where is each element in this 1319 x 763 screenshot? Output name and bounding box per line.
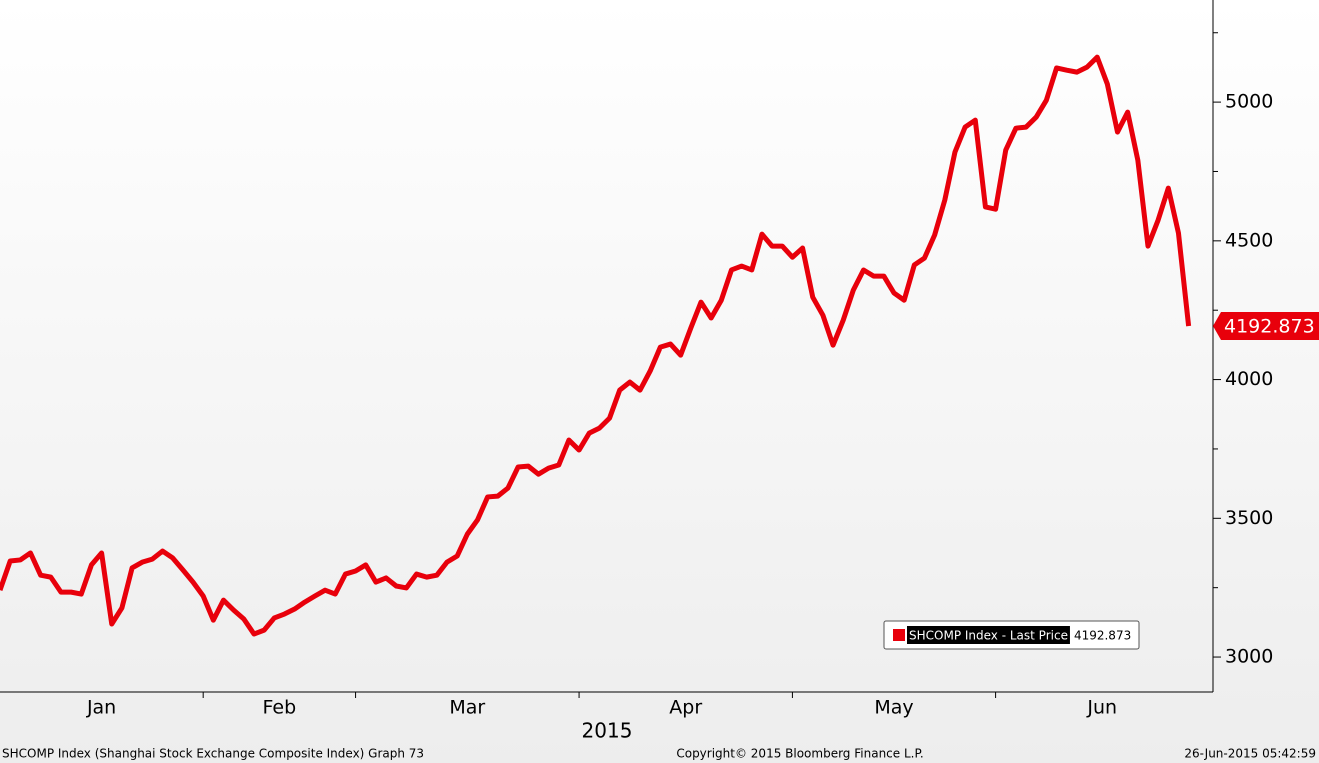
y-tick-label: 3000 [1225, 646, 1273, 668]
y-tick-label: 3500 [1225, 507, 1273, 529]
last-price-label: 4192.873 [1224, 316, 1315, 338]
y-tick-label: 4500 [1225, 229, 1273, 251]
x-tick-label: May [874, 697, 913, 719]
x-axis-label: 2015 [582, 719, 633, 743]
footer-right: 26-Jun-2015 05:42:59 [1184, 747, 1316, 761]
legend-highlight [907, 626, 1070, 644]
x-tick-label: Jan [86, 697, 116, 719]
x-tick-label: Apr [669, 697, 702, 719]
legend-label: SHCOMP Index - Last Price [909, 629, 1068, 643]
legend-value: 4192.873 [1074, 629, 1131, 643]
x-tick-label: Feb [263, 697, 297, 719]
legend: SHCOMP Index - Last Price 4192.873 [883, 620, 1140, 650]
last-price-tag [1213, 312, 1319, 341]
line-series [0, 54, 1192, 637]
x-tick-label: Jun [1086, 697, 1117, 719]
footer-center: Copyright© 2015 Bloomberg Finance L.P. [676, 747, 923, 761]
footer-left: SHCOMP Index (Shanghai Stock Exchange Co… [2, 747, 424, 761]
y-tick-label: 5000 [1225, 91, 1273, 113]
y-tick-label: 4000 [1225, 368, 1273, 390]
x-tick-label: Mar [449, 697, 485, 719]
legend-swatch [893, 629, 905, 641]
